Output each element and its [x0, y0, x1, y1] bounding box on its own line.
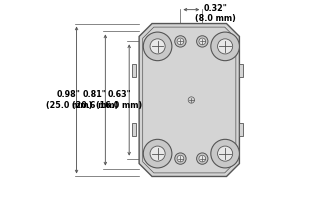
Circle shape [217, 146, 233, 161]
Circle shape [150, 146, 165, 161]
Circle shape [150, 39, 165, 54]
Text: 0.63"
(16.0 mm): 0.63" (16.0 mm) [96, 90, 142, 110]
Circle shape [143, 139, 172, 168]
Bar [132, 123, 136, 136]
Polygon shape [139, 24, 239, 176]
Circle shape [199, 38, 206, 45]
Text: 0.32"
(8.0 mm): 0.32" (8.0 mm) [195, 4, 236, 23]
Bar [132, 64, 136, 77]
Text: 0.81"
(20.6 mm): 0.81" (20.6 mm) [72, 90, 118, 110]
Bar [239, 64, 243, 77]
Circle shape [197, 153, 208, 164]
Circle shape [143, 32, 172, 61]
Circle shape [211, 32, 239, 61]
Circle shape [177, 38, 184, 45]
Circle shape [177, 155, 184, 162]
Circle shape [217, 39, 233, 54]
Text: 0.98"
(25.0 mm): 0.98" (25.0 mm) [46, 90, 92, 110]
Bar [239, 123, 243, 136]
Circle shape [175, 36, 186, 47]
Circle shape [197, 36, 208, 47]
Circle shape [175, 153, 186, 164]
Circle shape [199, 155, 206, 162]
Circle shape [211, 139, 239, 168]
